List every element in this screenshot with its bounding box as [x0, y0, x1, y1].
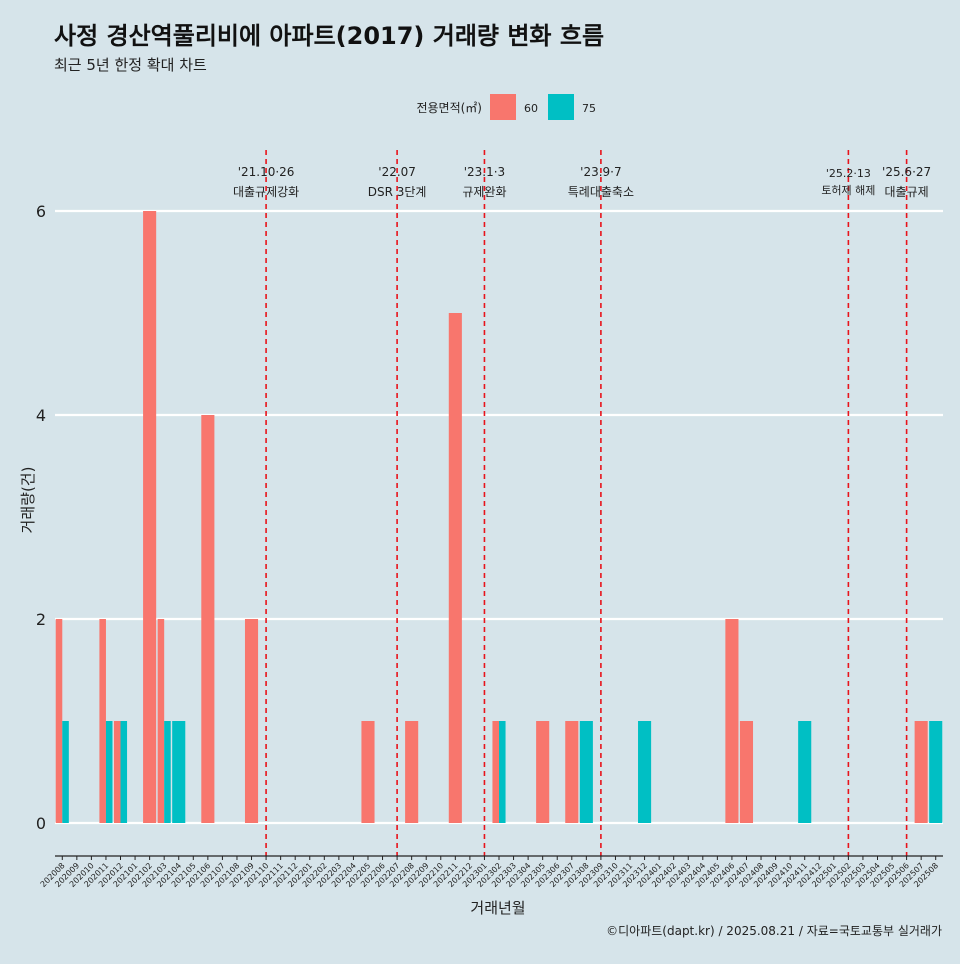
event-label: 토허제 해제 [821, 183, 875, 197]
bar-75-202411 [798, 721, 812, 823]
chart-title: 사정 경산역풀리비에 아파트(2017) 거래량 변화 흐름 [54, 22, 604, 50]
legend-title: 전용면적(㎡) [416, 101, 482, 115]
y-axis-title: 거래량(건) [19, 467, 37, 534]
y-tick-label: 4 [36, 406, 46, 425]
bar-60-202208 [405, 721, 419, 823]
bar-75-202508 [929, 721, 943, 823]
event-label: 대출규제강화 [233, 185, 299, 199]
bar-60-202008 [55, 619, 63, 823]
bar-75-202312 [638, 721, 652, 823]
y-tick-label: 0 [36, 814, 46, 833]
bar-60-202012 [113, 721, 121, 823]
bar-75-202104 [172, 721, 186, 823]
event-label: 규제완화 [462, 185, 506, 199]
legend-label-60: 60 [524, 102, 538, 115]
bar-75-202302 [499, 721, 506, 823]
bar-75-202012 [120, 721, 128, 823]
legend: 전용면적(㎡) 60 75 [416, 94, 596, 120]
bar-75-202011 [105, 721, 113, 823]
x-axis-title: 거래년월 [470, 899, 525, 917]
bars [55, 211, 943, 823]
y-tick-label: 2 [36, 610, 46, 629]
y-axis: 0 2 4 6 [36, 202, 46, 833]
legend-label-75: 75 [582, 102, 596, 115]
bar-60-202407 [739, 721, 754, 823]
bar-60-202106 [201, 415, 215, 823]
x-axis: 2020082020092020102020112020122021012021… [39, 855, 943, 889]
bar-60-202406 [725, 619, 739, 823]
bar-60-202211 [448, 313, 462, 823]
event-label: 특례대출축소 [568, 185, 634, 199]
chart-subtitle: 최근 5년 한정 확대 차트 [54, 56, 207, 74]
bar-75-202103 [164, 721, 171, 823]
legend-swatch-60 [490, 94, 516, 120]
event-date: '25.6·27 [882, 165, 931, 179]
event-date: '23.1·3 [464, 165, 505, 179]
event-date: '23.9·7 [580, 165, 621, 179]
bar-60-202109 [244, 619, 259, 823]
y-tick-label: 6 [36, 202, 46, 221]
event-annotations: '21.10·26 대출규제강화 '22.07 DSR 3단계 '23.1·3 규제완화 '… [233, 150, 931, 856]
bar-60-202103 [157, 619, 165, 823]
bar-75-202008 [62, 721, 69, 823]
event-date: '21.10·26 [238, 165, 295, 179]
event-label: 대출규제 [885, 185, 929, 199]
bar-60-202302 [492, 721, 499, 823]
bar-60-202305 [536, 721, 550, 823]
event-date: '22.07 [378, 165, 416, 179]
bar-60-202205 [361, 721, 375, 823]
bar-60-202307 [565, 721, 579, 823]
bar-60-202011 [99, 619, 106, 823]
event-label: DSR 3단계 [368, 185, 427, 199]
event-date: '25.2·13 [826, 167, 871, 180]
bar-60-202507 [914, 721, 928, 823]
caption: ©디아파트(dapt.kr) / 2025.08.21 / 자료=국토교통부 실… [606, 924, 942, 938]
legend-swatch-75 [548, 94, 574, 120]
bar-60-202102 [143, 211, 157, 823]
bar-75-202308 [579, 721, 593, 823]
